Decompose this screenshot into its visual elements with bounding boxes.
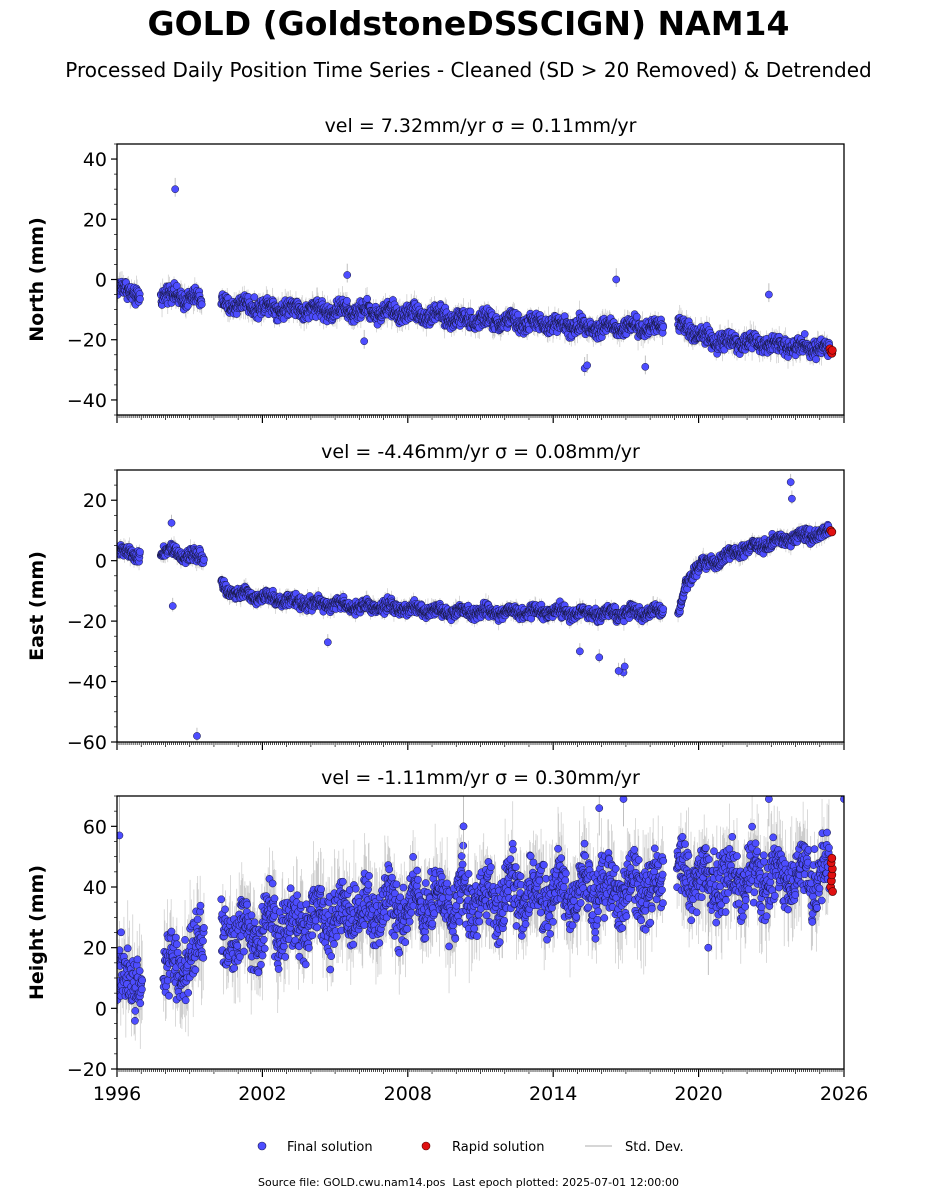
final-point [136,295,144,303]
plot-area [117,473,837,742]
final-point [466,307,475,316]
y-tick-label: 40 [83,149,107,171]
final-point [800,330,809,338]
chart-title: GOLD (GoldstoneDSSCIGN) NAM14 [147,4,790,43]
final-point [136,548,144,556]
y-tick-label: 20 [83,209,107,231]
final-point [659,323,668,331]
axes-frame [116,143,845,416]
chart-subtitle: Processed Daily Position Time Series - C… [65,58,872,82]
final-point [197,300,206,309]
final-point [200,555,208,564]
y-tick-label: −20 [67,330,107,352]
final-point-outlier [583,361,591,370]
final-point [363,294,371,303]
final-point [632,312,641,321]
final-point-outlier [360,337,369,346]
final-point-outlier [171,185,180,194]
final-point-outlier [765,290,773,299]
final-point [514,310,522,319]
rapid-point [828,345,837,355]
final-point-outlier [612,275,621,284]
final-point [173,282,181,290]
y-tick-label: 0 [95,270,107,292]
plot-area [117,177,837,376]
final-point [812,355,820,364]
final-point-outlier [343,271,352,279]
y-tick-label: −40 [67,390,107,412]
final-point [343,296,351,305]
chart-figure: −40 −20 0 20 40 North (mm) vel = 7.32mm/yr σ =… [26,115,868,1155]
panel-title: vel = 7.32mm/yr σ = 0.11mm/yr [325,115,637,137]
final-point-outlier [641,362,650,371]
y-axis-label: North (mm) [26,217,48,342]
final-point [250,293,259,301]
panel-north: −40 −20 0 20 40 North (mm) vel = 7.32mm/yr σ =… [26,115,845,423]
